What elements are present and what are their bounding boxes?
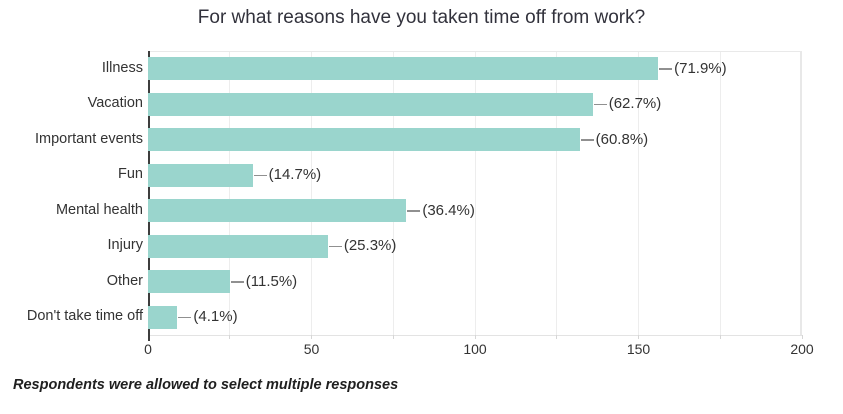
leader-line (580, 139, 594, 141)
y-axis-line (148, 51, 150, 341)
bar (148, 305, 178, 329)
bar (148, 163, 253, 187)
gridline (311, 52, 312, 336)
category-label: Other (106, 272, 143, 289)
x-axis-tick-label: 150 (626, 341, 651, 357)
gridline (556, 52, 558, 336)
leader-line (253, 174, 267, 177)
x-axis-tick (474, 335, 476, 339)
gridline (474, 52, 476, 336)
value-label: (62.7%) (608, 95, 662, 113)
x-axis-tick (392, 335, 394, 339)
bar (148, 199, 407, 223)
category-label: Illness (101, 59, 143, 76)
leader-line (659, 68, 673, 70)
x-axis-tick-label: 0 (144, 341, 152, 357)
chart-title: For what reasons have you taken time off… (197, 7, 646, 28)
plot-area (148, 51, 802, 336)
plot-right-border (800, 52, 802, 336)
gridline (229, 52, 231, 336)
x-axis-tick-label: 100 (463, 341, 487, 357)
x-axis-tick (229, 335, 231, 339)
value-label: (71.9%) (674, 59, 727, 77)
bar (148, 270, 230, 294)
category-label: Mental health (55, 201, 143, 218)
category-label: Injury (107, 237, 143, 254)
leader-line (178, 316, 192, 319)
value-label: (4.1%) (193, 308, 238, 326)
x-axis-tick (638, 335, 639, 339)
x-axis-tick-label: 50 (303, 341, 320, 357)
bar (148, 57, 659, 81)
x-axis-tick (556, 335, 558, 339)
gridline (392, 52, 394, 336)
leader-line (230, 281, 244, 283)
value-label: (36.4%) (422, 201, 475, 219)
category-label: Important events (35, 130, 143, 147)
x-axis-tick-label: 200 (790, 341, 814, 357)
x-axis-tick (719, 335, 721, 339)
bar (148, 128, 580, 152)
bar (148, 234, 328, 258)
value-label: (25.3%) (343, 237, 397, 255)
leader-line (407, 210, 421, 212)
category-label: Fun (118, 166, 143, 183)
value-label: (11.5%) (245, 272, 298, 290)
value-label: (60.8%) (595, 130, 649, 148)
leader-line (328, 245, 342, 248)
gridline (638, 52, 639, 336)
leader-line (593, 103, 607, 106)
x-axis-tick (311, 335, 312, 339)
category-label: Vacation (87, 95, 143, 112)
x-axis-tick (801, 335, 803, 339)
category-label: Don't take time off (26, 308, 143, 325)
bar (148, 92, 593, 116)
value-label: (14.7%) (268, 166, 322, 184)
gridline (719, 52, 721, 336)
footnote: Respondents were allowed to select multi… (13, 377, 399, 393)
